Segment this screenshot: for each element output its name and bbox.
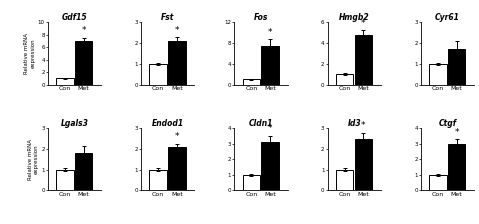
Bar	[242, 175, 260, 190]
Text: *: *	[175, 26, 179, 35]
Title: Fst: Fst	[161, 13, 174, 22]
Bar	[336, 74, 354, 85]
Bar	[336, 170, 354, 190]
Text: *: *	[455, 128, 459, 137]
Bar	[56, 78, 74, 85]
Bar	[168, 41, 186, 85]
Bar	[149, 64, 167, 85]
Bar	[354, 35, 372, 85]
Text: *: *	[361, 121, 365, 130]
Text: *: *	[81, 26, 86, 35]
Bar	[262, 46, 279, 85]
Text: *: *	[361, 19, 365, 28]
Bar	[262, 142, 279, 190]
Bar	[75, 153, 92, 190]
Text: *: *	[268, 28, 273, 37]
Title: Cldn1: Cldn1	[249, 119, 273, 128]
Title: Id3: Id3	[347, 119, 361, 128]
Text: *: *	[175, 132, 179, 141]
Bar	[448, 49, 466, 85]
Bar	[429, 175, 446, 190]
Bar	[75, 41, 92, 85]
Title: Cyr61: Cyr61	[435, 13, 460, 22]
Bar	[168, 147, 186, 190]
Bar	[354, 139, 372, 190]
Title: Endod1: Endod1	[152, 119, 184, 128]
Title: Lgals3: Lgals3	[61, 119, 89, 128]
Bar	[429, 64, 446, 85]
Y-axis label: Relative mRNA
expression: Relative mRNA expression	[24, 33, 35, 74]
Title: Ctgf: Ctgf	[438, 119, 456, 128]
Title: Gdf15: Gdf15	[62, 13, 87, 22]
Y-axis label: Relative mRNA
expression: Relative mRNA expression	[28, 139, 39, 180]
Title: Hmgb2: Hmgb2	[339, 13, 370, 22]
Bar	[242, 80, 260, 85]
Text: *: *	[268, 125, 273, 134]
Title: Fos: Fos	[254, 13, 268, 22]
Bar	[149, 170, 167, 190]
Bar	[448, 144, 466, 190]
Bar	[56, 170, 74, 190]
